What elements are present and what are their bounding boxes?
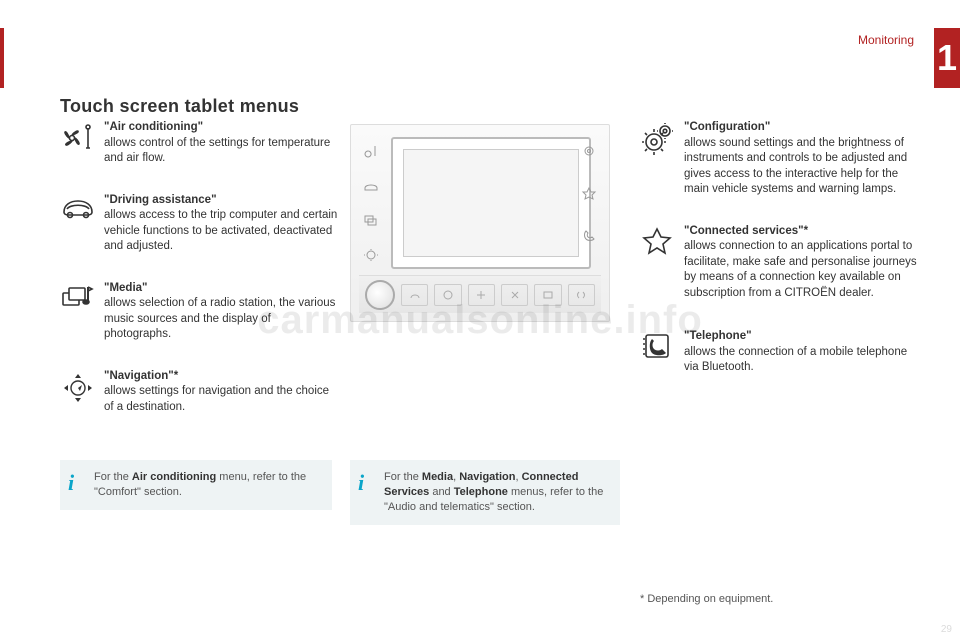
item-name: "Air conditioning": [104, 121, 203, 133]
item-configuration: "Configuration" allows sound settings an…: [640, 120, 920, 198]
driving-assistance-icon: [60, 193, 104, 255]
illustration-bottom-controls: [359, 275, 601, 313]
item-desc: allows settings for navigation and the c…: [104, 385, 329, 413]
info-box-comfort: i For the Air conditioning menu, refer t…: [60, 460, 332, 510]
right-column: "Configuration" allows sound settings an…: [640, 120, 920, 402]
item-telephone: "Telephone" allows the connection of a m…: [640, 329, 920, 376]
info-box-audio-telematics: i For the Media, Navigation, Connected S…: [350, 460, 620, 525]
ctrl-1: [401, 284, 428, 306]
configuration-icon: [640, 120, 684, 198]
section-tab: 1: [934, 28, 960, 88]
item-name: "Connected services"*: [684, 225, 808, 237]
ctrl-2: [434, 284, 461, 306]
section-label: Monitoring: [858, 32, 914, 48]
mini-star-icon: [579, 185, 599, 201]
item-desc: allows access to the trip computer and c…: [104, 209, 337, 252]
item-name: "Telephone": [684, 330, 752, 342]
media-icon: [60, 281, 104, 343]
mini-phone-icon: [579, 227, 599, 243]
mini-car-icon: [361, 178, 381, 194]
ctrl-5: [534, 284, 561, 306]
telephone-icon: [640, 329, 684, 376]
ctrl-4: [501, 284, 528, 306]
item-desc: allows connection to an applications por…: [684, 240, 917, 299]
left-accent-bar: [0, 28, 4, 88]
page-title: Touch screen tablet menus: [60, 94, 299, 118]
item-desc: allows the connection of a mobile teleph…: [684, 346, 907, 374]
connected-services-icon: [640, 224, 684, 302]
item-name: "Driving assistance": [104, 194, 217, 206]
footnote: * Depending on equipment.: [640, 592, 773, 607]
illustration-screen: [391, 137, 591, 269]
item-desc: allows sound settings and the brightness…: [684, 137, 907, 196]
air-conditioning-icon: [60, 120, 104, 167]
item-connected-services: "Connected services"* allows connection …: [640, 224, 920, 302]
mini-nav-icon: [361, 247, 381, 263]
left-column: "Air conditioning" allows control of the…: [60, 120, 340, 441]
page-number: 29: [941, 623, 952, 637]
item-name: "Media": [104, 282, 148, 294]
item-desc: allows control of the settings for tempe…: [104, 137, 330, 165]
info-icon: i: [358, 468, 378, 488]
tablet-illustration: [350, 124, 610, 322]
item-desc: allows selection of a radio station, the…: [104, 297, 335, 340]
navigation-icon: [60, 369, 104, 416]
item-media: "Media" allows selection of a radio stat…: [60, 281, 340, 343]
item-name: "Configuration": [684, 121, 770, 133]
item-air-conditioning: "Air conditioning" allows control of the…: [60, 120, 340, 167]
volume-knob-icon: [365, 280, 395, 310]
ctrl-6: [568, 284, 595, 306]
mini-media-icon: [361, 212, 381, 228]
info-icon: i: [68, 468, 88, 488]
item-name: "Navigation"*: [104, 370, 178, 382]
item-navigation: "Navigation"* allows settings for naviga…: [60, 369, 340, 416]
mini-config-icon: [579, 143, 599, 159]
ctrl-3: [468, 284, 495, 306]
illustration-left-sidebar: [361, 143, 385, 263]
illustration-right-sidebar: [579, 143, 603, 243]
item-driving-assistance: "Driving assistance" allows access to th…: [60, 193, 340, 255]
mini-ac-icon: [361, 143, 381, 159]
